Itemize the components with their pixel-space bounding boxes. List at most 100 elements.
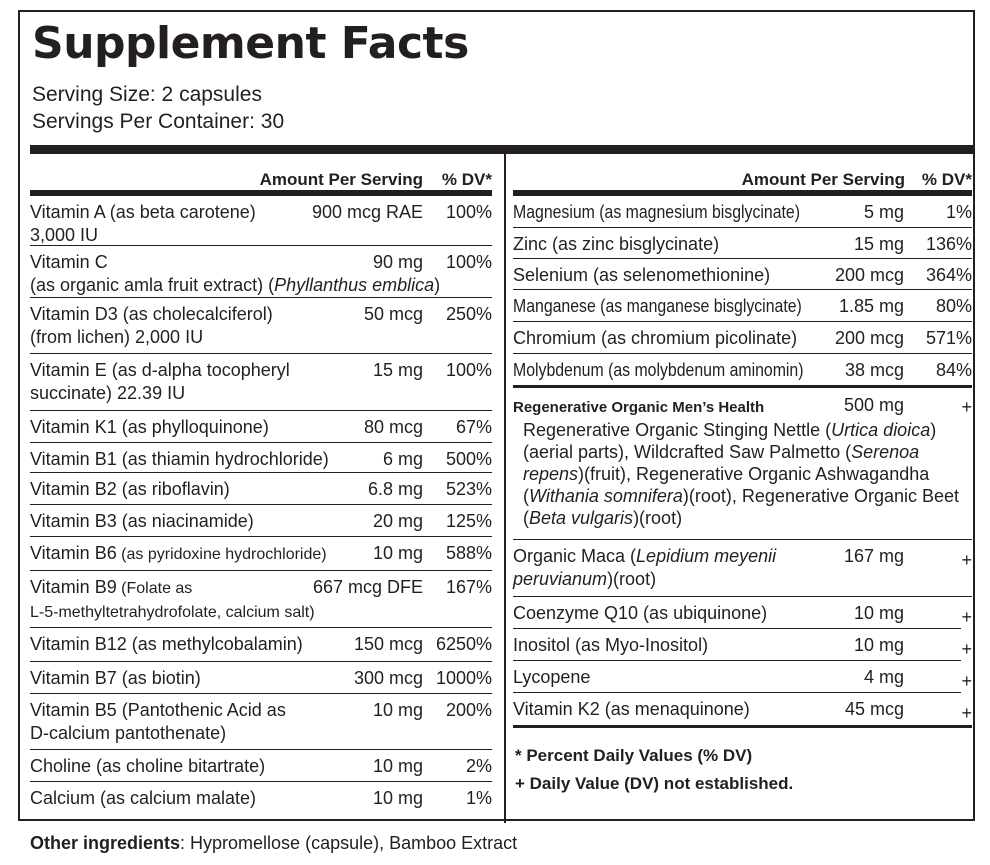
nutrient-row: Vitamin D3 (as cholecalciferol) (from lic… (30, 298, 492, 354)
nutrient-amount: 15 mg (372, 359, 423, 382)
left-column-header: Amount Per Serving % DV* (30, 154, 492, 196)
nutrient-amount: 38 mcg (844, 359, 904, 382)
nutrient-amount: 150 mcg (353, 633, 423, 656)
nutrient-dv: 250% (445, 303, 492, 326)
nutrient-name: Vitamin K1 (as phylloquinone) (30, 417, 269, 437)
nutrient-row: Vitamin B1 (as thiamin hydrochloride) 6 … (30, 443, 492, 473)
blend-dv: + (961, 396, 972, 419)
nutrient-name: Vitamin B5 (Pantothenic Acid as D-calcium… (30, 700, 286, 743)
nutrient-row: Coenzyme Q10 (as ubiquinone) 10 mg + (513, 597, 972, 629)
nutrient-dv: 6250% (435, 633, 492, 656)
nutrient-row: Vitamin B3 (as niacinamide) 20 mg 125% (30, 505, 492, 537)
footnotes: * Percent Daily Values (% DV) + Daily Va… (513, 728, 972, 798)
nutrient-dv: + (961, 670, 972, 693)
nutrient-dv: + (961, 702, 972, 725)
nutrient-row: Vitamin B6 (as pyridoxine hydrochloride)… (30, 537, 492, 571)
nutrient-row: Inositol (as Myo-Inositol) 10 mg + (513, 629, 972, 661)
nutrient-dv: 500% (445, 448, 492, 471)
nutrient-amount: 10 mg (853, 602, 904, 625)
other-ingredients: Other ingredients: Hypromellose (capsule… (30, 832, 517, 854)
nutrient-name: Choline (as choline bitartrate) (30, 756, 266, 776)
nutrient-amount: 5 mg (863, 201, 904, 224)
nutrient-name: Chromium (as chromium picolinate) (513, 328, 798, 348)
nutrient-dv: 100% (445, 201, 492, 224)
nutrient-amount: 10 mg (853, 634, 904, 657)
nutrient-amount: 6.8 mg (367, 478, 423, 501)
thick-divider (30, 145, 973, 154)
nutrient-amount: 20 mg (372, 510, 423, 533)
serving-size: Serving Size: 2 capsules (32, 83, 262, 106)
nutrient-dv: 136% (925, 233, 972, 256)
nutrient-amount: 90 mg (372, 251, 423, 274)
nutrient-dv: 1000% (435, 667, 492, 690)
nutrient-name: Coenzyme Q10 (as ubiquinone) (513, 603, 768, 623)
nutrient-row: Vitamin B5 (Pantothenic Acid as D-calcium… (30, 694, 492, 750)
nutrient-amount: 200 mcg (834, 264, 904, 287)
nutrient-name: Vitamin E (as d-alpha tocopheryl succinat… (30, 360, 290, 403)
nutrient-dv: 364% (925, 264, 972, 287)
panel-title: Supplement Facts (32, 18, 469, 69)
nutrient-row: Magnesium (as magnesium bisglycinate) 5 … (513, 196, 972, 228)
nutrient-row: Lycopene 4 mg + (513, 661, 972, 693)
right-column: Amount Per Serving % DV* Magnesium (as m… (513, 154, 972, 798)
nutrient-row: Zinc (as zinc bisglycinate) 15 mg 136% (513, 228, 972, 259)
nutrient-row: Vitamin B12 (as methylcobalamin) 150 mcg… (30, 628, 492, 662)
nutrient-amount: 10 mg (372, 542, 423, 565)
nutrient-name: Vitamin B6 (as pyridoxine hydrochloride) (30, 543, 327, 563)
nutrient-name: Vitamin C (as organic amla fruit extract)… (30, 252, 441, 295)
nutrient-row: Vitamin K2 (as menaquinone) 45 mcg + (513, 693, 972, 728)
nutrient-row: Vitamin B7 (as biotin) 300 mcg 1000% (30, 662, 492, 694)
nutrient-dv: 523% (445, 478, 492, 501)
blend-row: Regenerative Organic Men’s Health 500 mg… (513, 388, 972, 540)
dv-header: % DV* (441, 170, 492, 189)
nutrient-row: Selenium (as selenomethionine) 200 mcg 3… (513, 259, 972, 290)
nutrient-dv: + (961, 638, 972, 661)
blend-amount: 500 mg (843, 394, 904, 417)
nutrient-dv: 200% (445, 699, 492, 722)
nutrient-row: Choline (as choline bitartrate) 10 mg 2% (30, 750, 492, 782)
dv-header: % DV* (921, 170, 972, 189)
nutrient-row: Molybdenum (as molybdenum aminomin) 38 m… (513, 354, 972, 388)
nutrient-name: Organic Maca (Lepidium meyenii peruvianu… (513, 546, 777, 589)
nutrient-dv: 571% (925, 327, 972, 350)
nutrient-name: Zinc (as zinc bisglycinate) (513, 234, 720, 254)
nutrient-name: Molybdenum (as molybdenum aminomin) (513, 360, 804, 380)
nutrient-dv: + (961, 549, 972, 572)
nutrient-row: Vitamin B2 (as riboflavin) 6.8 mg 523% (30, 473, 492, 505)
nutrient-name: Vitamin B9 (Folate as L-5-methyltetrahydr… (30, 577, 315, 621)
blend-name: Regenerative Organic Men’s Health (513, 399, 765, 416)
nutrient-amount: 10 mg (372, 787, 423, 810)
amount-header: Amount Per Serving (741, 170, 905, 189)
nutrient-amount: 6 mg (382, 448, 423, 471)
nutrient-name: Selenium (as selenomethionine) (513, 265, 771, 285)
nutrient-dv: 2% (465, 755, 492, 778)
nutrient-dv: 167% (445, 576, 492, 599)
nutrient-dv: 80% (935, 295, 972, 318)
nutrient-dv: 588% (445, 542, 492, 565)
amount-header: Amount Per Serving (259, 170, 423, 189)
nutrient-name: Vitamin B3 (as niacinamide) (30, 511, 254, 531)
nutrient-row: Calcium (as calcium malate) 10 mg 1% (30, 782, 492, 814)
nutrient-name: Vitamin B12 (as methylcobalamin) (30, 634, 303, 654)
nutrient-name: Vitamin D3 (as cholecalciferol) (from lic… (30, 304, 273, 347)
nutrient-name: Manganese (as manganese bisglycinate) (513, 296, 802, 316)
nutrient-amount: 1.85 mg (838, 295, 904, 318)
left-column: Amount Per Serving % DV* Vitamin A (as b… (30, 154, 492, 814)
nutrient-row: Vitamin B9 (Folate as L-5-methyltetrahydr… (30, 571, 492, 628)
footnote-not-established: + Daily Value (DV) not established. (515, 774, 794, 793)
nutrient-amount: 15 mg (853, 233, 904, 256)
nutrient-dv: 1% (465, 787, 492, 810)
nutrient-name: Vitamin K2 (as menaquinone) (513, 699, 750, 719)
nutrient-name: Magnesium (as magnesium bisglycinate) (513, 202, 801, 222)
servings-per-container: Servings Per Container: 30 (32, 110, 285, 133)
nutrient-dv: + (961, 606, 972, 629)
right-column-header: Amount Per Serving % DV* (513, 154, 972, 196)
nutrient-amount: 4 mg (863, 666, 904, 689)
nutrient-amount: 45 mcg (844, 698, 904, 721)
nutrient-amount: 300 mcg (353, 667, 423, 690)
nutrient-amount: 900 mcg RAE (311, 201, 423, 224)
nutrient-dv: 100% (445, 251, 492, 274)
nutrient-dv: 125% (445, 510, 492, 533)
column-divider (504, 154, 506, 823)
nutrient-dv: 67% (455, 416, 492, 439)
